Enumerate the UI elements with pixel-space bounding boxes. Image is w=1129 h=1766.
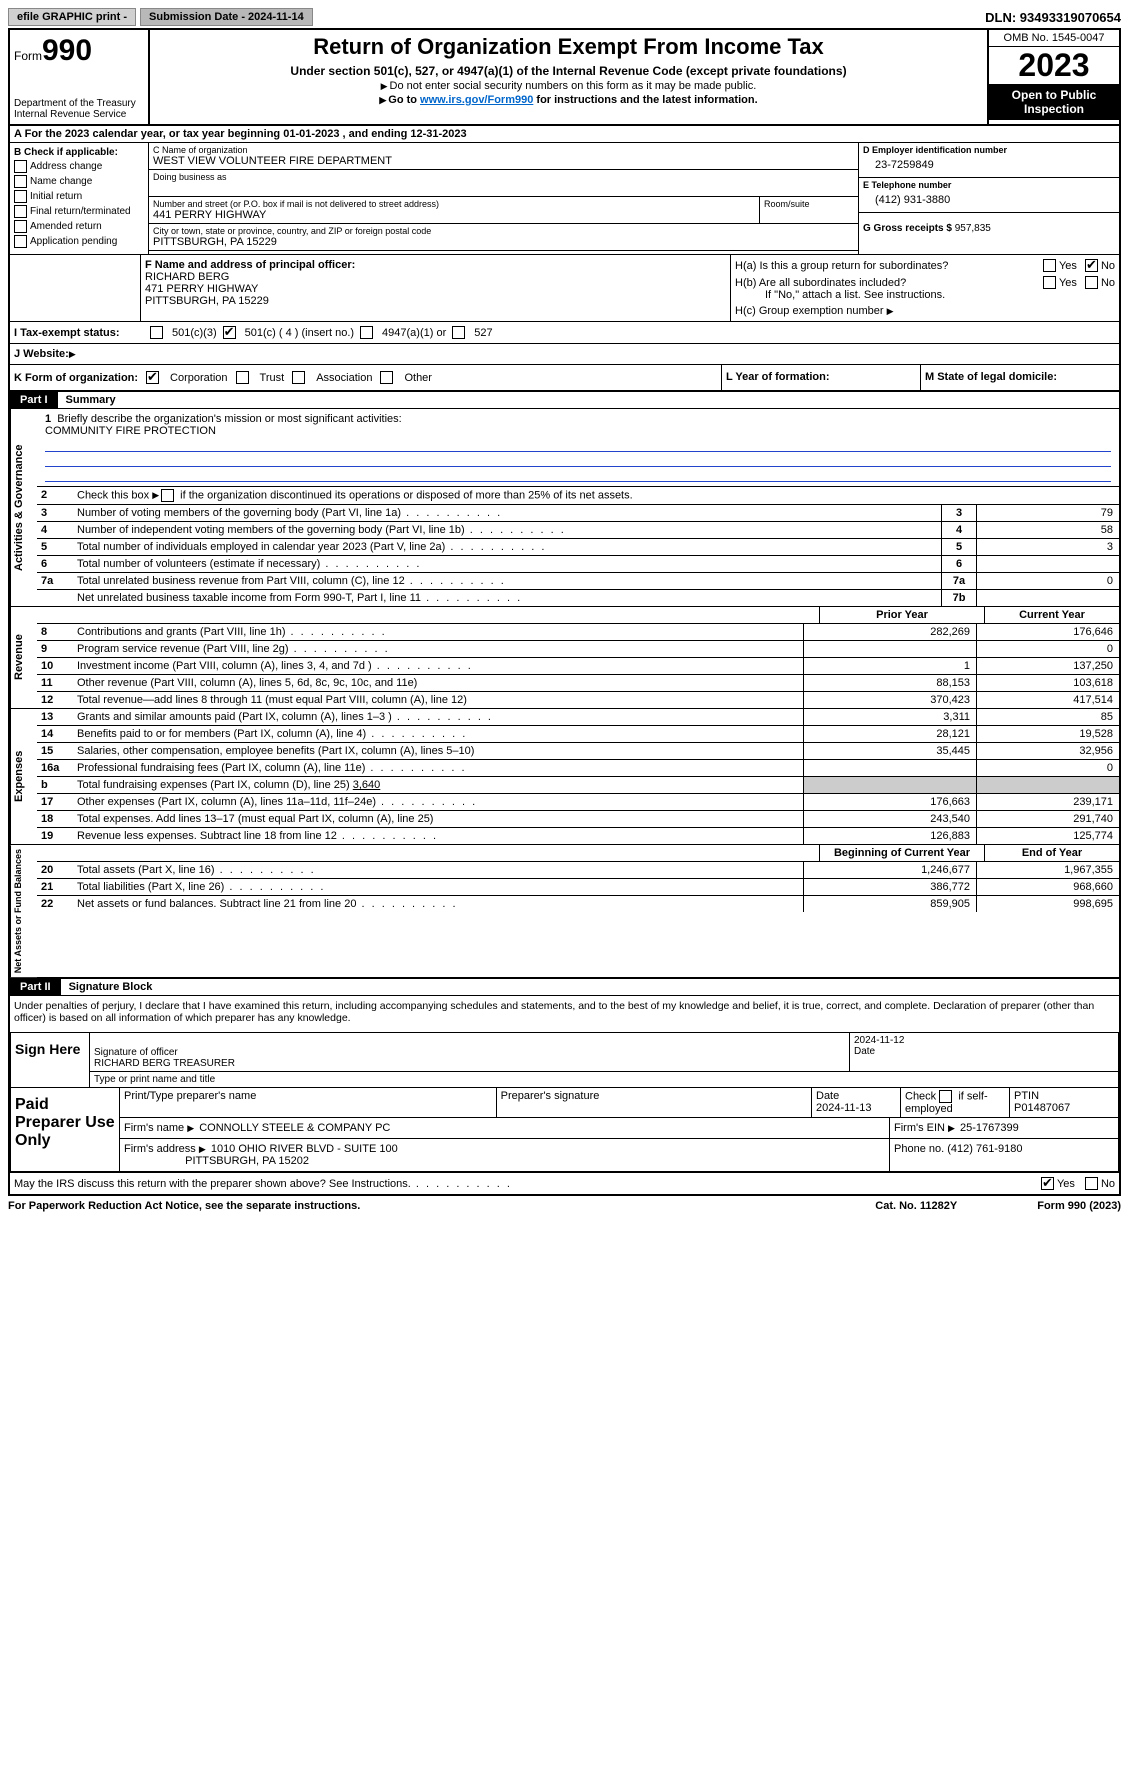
cb-corp[interactable] — [146, 371, 159, 384]
org-name: WEST VIEW VOLUNTEER FIRE DEPARTMENT — [153, 155, 854, 167]
sig-declaration: Under penalties of perjury, I declare th… — [10, 996, 1119, 1028]
cb-initial-return[interactable] — [14, 190, 27, 203]
gross-receipts: 957,835 — [955, 223, 991, 234]
l3-val: 79 — [976, 505, 1119, 521]
efile-print-button[interactable]: efile GRAPHIC print - — [8, 8, 136, 26]
form-number: Form990 — [14, 34, 144, 68]
cb-trust[interactable] — [236, 371, 249, 384]
tax-year: 2023 — [989, 47, 1119, 84]
cb-hb-no[interactable] — [1085, 276, 1098, 289]
paid-preparer-label: Paid Preparer Use Only — [11, 1088, 120, 1171]
sign-here-label: Sign Here — [11, 1033, 90, 1087]
cb-4947[interactable] — [360, 326, 373, 339]
vtab-netassets: Net Assets or Fund Balances — [10, 845, 37, 977]
vtab-revenue: Revenue — [10, 607, 37, 708]
box-b: B Check if applicable: Address change Na… — [10, 143, 149, 254]
footer-cat: Cat. No. 11282Y — [875, 1200, 957, 1212]
officer-name: RICHARD BERG — [145, 271, 726, 283]
cb-ha-yes[interactable] — [1043, 259, 1056, 272]
cb-discuss-no[interactable] — [1085, 1177, 1098, 1190]
form-container: Form990 Department of the Treasury Inter… — [8, 28, 1121, 1196]
cb-final-return[interactable] — [14, 205, 27, 218]
street: 441 PERRY HIGHWAY — [153, 209, 755, 221]
omb-number: OMB No. 1545-0047 — [989, 30, 1119, 47]
phone: (412) 931-3880 — [863, 190, 1115, 210]
submission-date: Submission Date - 2024-11-14 — [140, 8, 313, 26]
irs-link[interactable]: www.irs.gov/Form990 — [420, 94, 533, 106]
subtitle-2: Do not enter social security numbers on … — [154, 80, 983, 92]
cb-app-pending[interactable] — [14, 235, 27, 248]
public-inspection: Open to Public Inspection — [989, 84, 1119, 120]
vtab-governance: Activities & Governance — [10, 409, 37, 606]
top-toolbar: efile GRAPHIC print - Submission Date - … — [8, 8, 1121, 26]
part1-hdr: Part I — [10, 392, 58, 408]
cb-hb-yes[interactable] — [1043, 276, 1056, 289]
form-title: Return of Organization Exempt From Incom… — [154, 34, 983, 60]
cb-ha-no[interactable] — [1085, 259, 1098, 272]
cb-amended[interactable] — [14, 220, 27, 233]
vtab-expenses: Expenses — [10, 709, 37, 844]
mission-text: COMMUNITY FIRE PROTECTION — [45, 425, 1111, 437]
cb-discontinued[interactable] — [161, 489, 174, 502]
period-row: A For the 2023 calendar year, or tax yea… — [10, 126, 1119, 143]
cb-501c3[interactable] — [150, 326, 163, 339]
city: PITTSBURGH, PA 15229 — [153, 236, 854, 248]
cb-address-change[interactable] — [14, 160, 27, 173]
cb-self-emp[interactable] — [939, 1090, 952, 1103]
footer-form: Form 990 (2023) — [1037, 1200, 1121, 1212]
officer-sig: RICHARD BERG TREASURER — [94, 1058, 845, 1069]
cb-other[interactable] — [380, 371, 393, 384]
footer-left: For Paperwork Reduction Act Notice, see … — [8, 1200, 360, 1212]
part2-hdr: Part II — [10, 979, 61, 995]
ein: 23-7259849 — [863, 155, 1115, 175]
cb-assoc[interactable] — [292, 371, 305, 384]
dln: DLN: 93493319070654 — [985, 10, 1121, 25]
firm-name: CONNOLLY STEELE & COMPANY PC — [199, 1122, 390, 1134]
cb-discuss-yes[interactable] — [1041, 1177, 1054, 1190]
dept-label: Department of the Treasury Internal Reve… — [14, 98, 144, 120]
cb-501c[interactable] — [223, 326, 236, 339]
subtitle-1: Under section 501(c), 527, or 4947(a)(1)… — [154, 64, 983, 78]
cb-527[interactable] — [452, 326, 465, 339]
cb-name-change[interactable] — [14, 175, 27, 188]
subtitle-3: Go to www.irs.gov/Form990 for instructio… — [154, 94, 983, 106]
